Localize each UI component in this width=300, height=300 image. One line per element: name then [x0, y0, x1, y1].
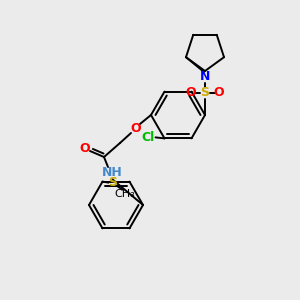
Text: O: O [214, 86, 224, 100]
Text: N: N [200, 70, 210, 83]
Text: S: S [108, 176, 117, 189]
Text: Cl: Cl [142, 131, 155, 144]
Text: S: S [200, 86, 209, 100]
Text: NH: NH [102, 167, 122, 179]
Text: O: O [131, 122, 141, 136]
Text: O: O [80, 142, 90, 155]
Text: O: O [186, 86, 196, 100]
Text: CH₃: CH₃ [114, 189, 135, 199]
